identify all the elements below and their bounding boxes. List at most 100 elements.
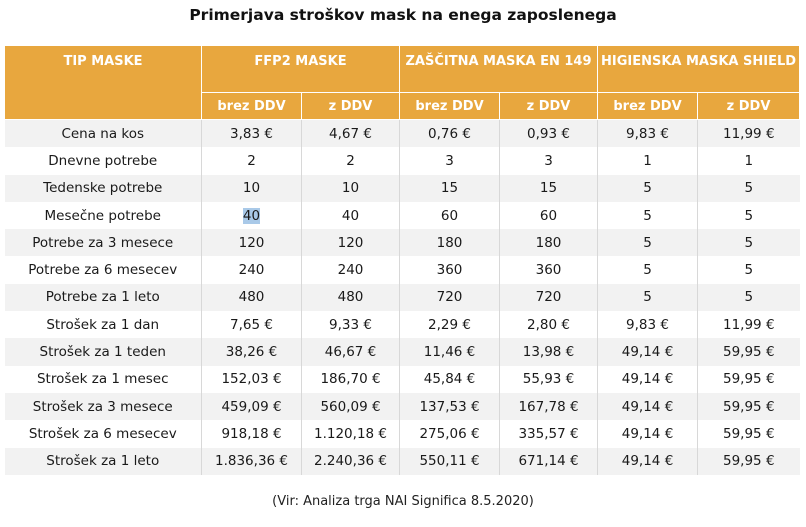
table-row: Strošek za 3 mesece 459,09 €560,09 €137,5… <box>4 392 800 421</box>
table-cell[interactable]: 5 <box>597 201 699 230</box>
table-cell[interactable]: 60 <box>499 201 599 230</box>
table-cell[interactable]: 5 <box>697 174 800 202</box>
table-cell[interactable]: 55,93 € <box>499 365 599 393</box>
table-row: Potrebe za 6 mesecev 240 240 360 360 5 5 <box>4 256 800 284</box>
table-cell[interactable]: 5 <box>597 283 699 312</box>
table-cell[interactable]: 720 <box>499 283 599 312</box>
table-cell[interactable]: 2,29 € <box>399 311 500 339</box>
table-cell[interactable]: 335,57 € <box>499 420 599 448</box>
table-cell[interactable]: 38,26 € <box>201 338 302 366</box>
table-cell[interactable]: 5 <box>697 201 800 230</box>
table-cell[interactable]: 5 <box>597 229 699 257</box>
table-cell[interactable]: 13,98 € <box>499 338 599 366</box>
table-row: Strošek za 1 mesec 152,03 €186,70 €45,84 … <box>4 365 800 393</box>
table-cell[interactable]: 60 <box>399 201 500 230</box>
table-cell[interactable]: 240 <box>301 256 400 284</box>
table-cell[interactable]: 2,80 € <box>499 311 599 339</box>
table-cell[interactable]: 9,33 € <box>301 311 400 339</box>
table-cell[interactable]: 120 <box>301 229 400 257</box>
table-cell[interactable]: 1.836,36 € <box>201 447 302 475</box>
table-cell[interactable]: 1.120,18 € <box>301 420 400 448</box>
table-cell[interactable]: 720 <box>399 283 500 312</box>
selected-text[interactable]: 40 <box>242 207 261 224</box>
table-cell[interactable]: 3 <box>499 147 599 175</box>
table-cell[interactable]: 49,14 € <box>597 447 699 475</box>
table-cell[interactable]: 5 <box>697 256 800 284</box>
table-cell[interactable]: 671,14 € <box>499 447 599 475</box>
table-cell[interactable]: 2 <box>301 147 400 175</box>
table-cell[interactable]: 59,95 € <box>697 447 800 475</box>
table-cell[interactable]: 480 <box>301 283 400 312</box>
table-cell[interactable]: 49,14 € <box>597 420 699 448</box>
table-cell[interactable]: 180 <box>499 229 599 257</box>
table-row: Strošek za 1 dan 7,65 €9,33 €2,29 €2,80 €… <box>4 311 800 339</box>
table-cell[interactable]: 5 <box>697 283 800 312</box>
table-cell[interactable]: 15 <box>399 174 500 202</box>
table-cell[interactable]: 240 <box>201 256 302 284</box>
row-label: Strošek za 6 mesecev <box>4 420 202 448</box>
table-cell[interactable]: 11,99 € <box>697 119 800 148</box>
table-cell[interactable]: 1 <box>697 147 800 175</box>
table-cell[interactable]: 0,93 € <box>499 119 599 148</box>
table-cell[interactable]: 180 <box>399 229 500 257</box>
table-cell[interactable]: 7,65 € <box>201 311 302 339</box>
row-label: Dnevne potrebe <box>4 147 202 175</box>
row-label: Strošek za 1 leto <box>4 447 202 475</box>
table-cell[interactable]: 49,14 € <box>597 392 699 421</box>
table-row: Dnevne potrebe 2 2 3 3 1 1 <box>4 147 800 175</box>
row-label: Tedenske potrebe <box>4 174 202 202</box>
table-cell[interactable]: 2.240,36 € <box>301 447 400 475</box>
table-cell[interactable]: 560,09 € <box>301 392 400 421</box>
table-cell[interactable]: 5 <box>597 174 699 202</box>
table-cell[interactable]: 15 <box>499 174 599 202</box>
table-row: Strošek za 1 teden 38,26 €46,67 €11,46 €1… <box>4 338 800 366</box>
table-cell[interactable]: 59,95 € <box>697 338 800 366</box>
table-cell[interactable]: 11,99 € <box>697 311 800 339</box>
table-cell[interactable]: 9,83 € <box>597 311 699 339</box>
row-label: Strošek za 3 mesece <box>4 392 202 421</box>
table-row: Strošek za 1 leto 1.836,36 €2.240,36 €550… <box>4 447 800 475</box>
table-cell[interactable]: 49,14 € <box>597 365 699 393</box>
table-cell[interactable]: 1 <box>597 147 699 175</box>
table-row: Potrebe za 3 mesece 120 120 180 180 5 5 <box>4 229 800 257</box>
table-cell[interactable]: 49,14 € <box>597 338 699 366</box>
table-cell[interactable]: 5 <box>597 256 699 284</box>
table-cell[interactable]: 360 <box>399 256 500 284</box>
table-cell[interactable]: 11,46 € <box>399 338 500 366</box>
mask-cost-table: TIP MASKE FFP2 MASKE ZAŠČITNA MASKA EN 1… <box>4 45 801 475</box>
table-title: Primerjava stroškov mask na enega zaposl… <box>189 6 617 24</box>
table-cell[interactable]: 2 <box>201 147 302 175</box>
source-note: (Vir: Analiza trga NAI Significa 8.5.202… <box>272 494 534 509</box>
table-cell[interactable]: 550,11 € <box>399 447 500 475</box>
subheader-cell: brez DDV <box>201 92 302 120</box>
table-cell[interactable]: 4,67 € <box>301 119 400 148</box>
table-cell[interactable]: 46,67 € <box>301 338 400 366</box>
table-cell[interactable]: 59,95 € <box>697 392 800 421</box>
table-cell[interactable]: 360 <box>499 256 599 284</box>
table-cell[interactable]: 10 <box>301 174 400 202</box>
subheader-cell: brez DDV <box>597 92 699 120</box>
table-cell[interactable]: 137,53 € <box>399 392 500 421</box>
table-cell[interactable]: 59,95 € <box>697 420 800 448</box>
table-cell[interactable]: 5 <box>697 229 800 257</box>
table-cell[interactable]: 3,83 € <box>201 119 302 148</box>
table-cell[interactable]: 10 <box>201 174 302 202</box>
table-cell[interactable]: 459,09 € <box>201 392 302 421</box>
table-cell[interactable]: 186,70 € <box>301 365 400 393</box>
header-group-shield: HIGIENSKA MASKA SHIELD <box>597 45 801 93</box>
subheader-cell: brez DDV <box>399 92 500 120</box>
table-cell[interactable]: 480 <box>201 283 302 312</box>
table-row: Tedenske potrebe 10 10 15 15 5 5 <box>4 174 800 202</box>
table-cell[interactable]: 120 <box>201 229 302 257</box>
table-cell[interactable]: 167,78 € <box>499 392 599 421</box>
table-cell[interactable]: 40 <box>201 201 302 230</box>
table-cell[interactable]: 152,03 € <box>201 365 302 393</box>
table-cell[interactable]: 45,84 € <box>399 365 500 393</box>
table-cell[interactable]: 918,18 € <box>201 420 302 448</box>
table-cell[interactable]: 40 <box>301 201 400 230</box>
table-cell[interactable]: 275,06 € <box>399 420 500 448</box>
table-cell[interactable]: 0,76 € <box>399 119 500 148</box>
table-cell[interactable]: 3 <box>399 147 500 175</box>
table-cell[interactable]: 9,83 € <box>597 119 699 148</box>
table-cell[interactable]: 59,95 € <box>697 365 800 393</box>
